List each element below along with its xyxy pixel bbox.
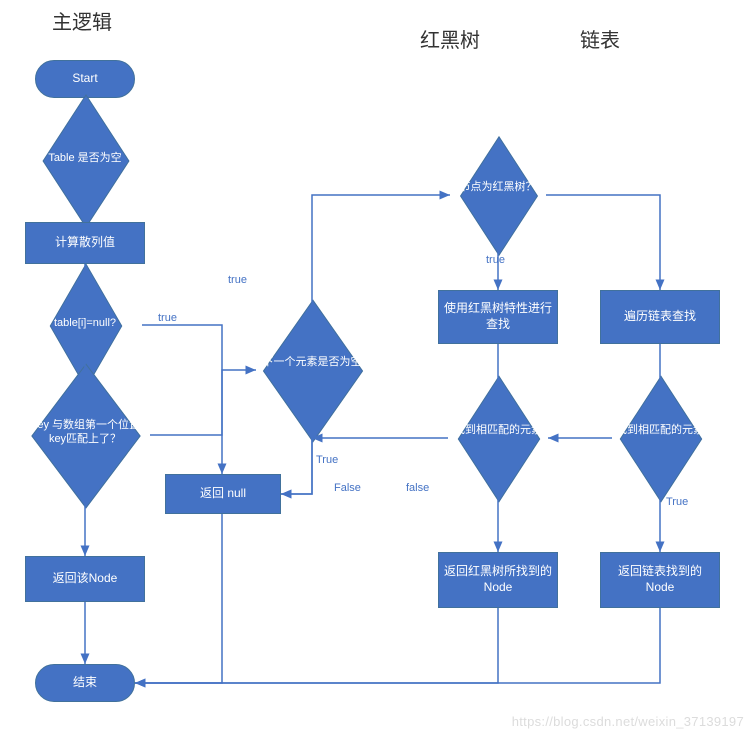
diamond-key-match: Key 与数组第一个位置key匹配上了？	[85, 435, 86, 436]
diamond-list-found: 找到相匹配的元素	[660, 438, 661, 439]
process-list-return-label: 返回链表找到的Node	[605, 564, 715, 595]
process-rb-search-label: 使用红黑树特性进行查找	[443, 301, 553, 332]
title-list: 链表	[580, 24, 620, 53]
process-return-null: 返回 null	[165, 474, 281, 514]
label-list-found-True: True	[666, 496, 688, 508]
label-rb-found-False2: False	[334, 482, 361, 494]
label-next-true-upper: true	[228, 274, 247, 286]
watermark: https://blog.csdn.net/weixin_37139197	[512, 714, 744, 729]
edges: p_return_null (via right then down) --> …	[0, 0, 752, 735]
process-rb-search: 使用红黑树特性进行查找	[438, 290, 558, 344]
end-label: 结束	[73, 675, 97, 691]
diamond-table-empty: Table 是否为空	[85, 160, 86, 161]
label-rb-true: true	[486, 254, 505, 266]
label-tablei-true: true	[158, 312, 177, 324]
process-hash-label: 计算散列值	[55, 235, 115, 251]
process-rb-return-label: 返回红黑树所找到的Node	[443, 564, 553, 595]
title-rbtree: 红黑树	[420, 24, 480, 53]
process-return-node-label: 返回该Node	[53, 571, 118, 587]
start-node: Start	[35, 60, 135, 98]
label-next-True: True	[316, 454, 338, 466]
process-rb-return: 返回红黑树所找到的Node	[438, 552, 558, 608]
diamond-tablei-null: table[i]=null?	[85, 325, 86, 326]
process-return-null-label: 返回 null	[200, 486, 246, 502]
diamond-next-empty: 下一个元素是否为空	[312, 370, 313, 371]
process-list-return: 返回链表找到的Node	[600, 552, 720, 608]
process-hash: 计算散列值	[25, 222, 145, 264]
process-list-search-label: 遍历链表查找	[624, 309, 696, 325]
diamond-rb-found: 找到相匹配的元素	[498, 438, 499, 439]
diamond-is-rbtree: 节点为红黑树？	[498, 195, 499, 196]
label-rb-found-false: false	[406, 482, 429, 494]
title-main: 主逻辑	[52, 6, 112, 35]
process-return-node: 返回该Node	[25, 556, 145, 602]
process-list-search: 遍历链表查找	[600, 290, 720, 344]
end-node: 结束	[35, 664, 135, 702]
start-label: Start	[72, 71, 97, 87]
